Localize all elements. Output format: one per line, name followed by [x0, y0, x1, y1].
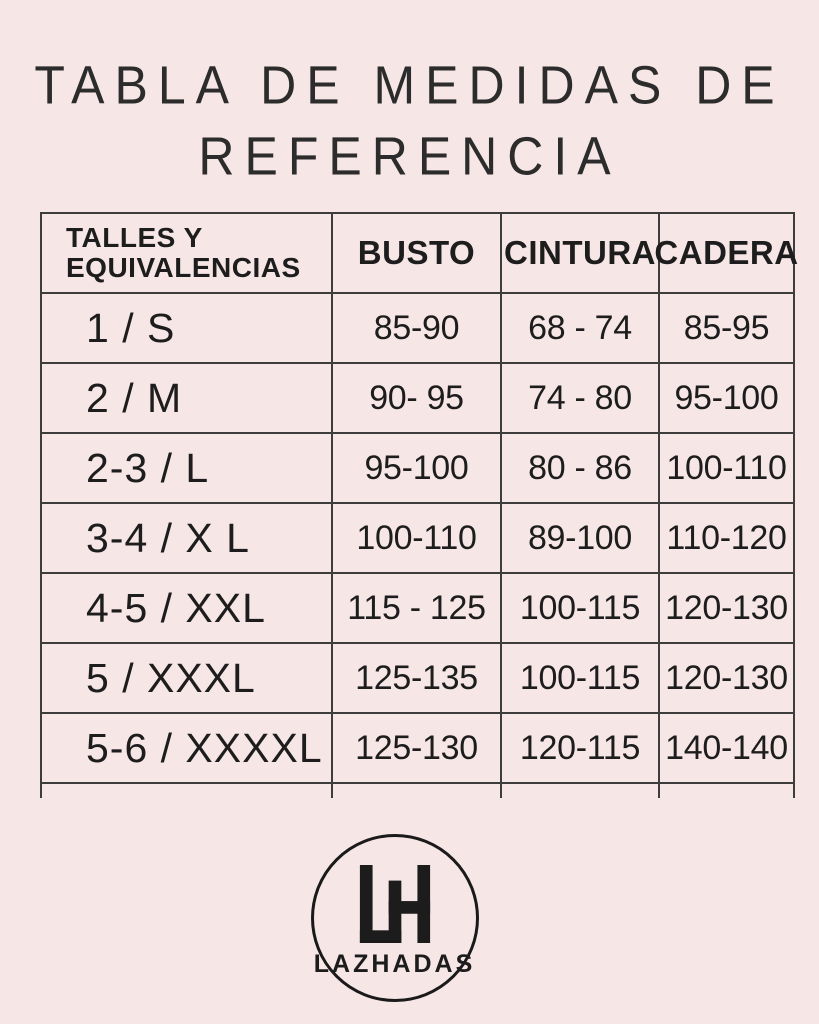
cadera-value: 110-120 — [660, 504, 793, 574]
busto-value: 125-130 — [333, 714, 502, 784]
page-title: TABLA DE MEDIDAS DE REFERENCIA — [0, 50, 819, 192]
stub-cell — [502, 784, 660, 798]
table-bottom-stub — [42, 784, 793, 798]
cadera-value: 120-130 — [660, 574, 793, 644]
table-row: 1 / S 85-90 68 - 74 85-95 — [42, 294, 793, 364]
cadera-value: 85-95 — [660, 294, 793, 364]
cintura-value: 68 - 74 — [502, 294, 660, 364]
size-label: 2-3 / L — [42, 434, 333, 504]
header-talles-line2: EQUIVALENCIAS — [66, 252, 301, 283]
table-row: 2 / M 90- 95 74 - 80 95-100 — [42, 364, 793, 434]
table-row: 3-4 / X L 100-110 89-100 110-120 — [42, 504, 793, 574]
title-line-1: TABLA DE MEDIDAS DE — [34, 54, 785, 116]
size-chart-page: TABLA DE MEDIDAS DE REFERENCIA TALLES Y … — [0, 50, 819, 1002]
cintura-value: 120-115 — [502, 714, 660, 784]
table-row: 2-3 / L 95-100 80 - 86 100-110 — [42, 434, 793, 504]
cadera-value: 120-130 — [660, 644, 793, 714]
cadera-value: 140-140 — [660, 714, 793, 784]
table-header-row: TALLES Y EQUIVALENCIAS BUSTO CINTURA CAD… — [42, 214, 798, 294]
size-label: 4-5 / XXL — [42, 574, 333, 644]
busto-value: 85-90 — [333, 294, 502, 364]
header-talles-equivalencias: TALLES Y EQUIVALENCIAS — [42, 214, 333, 294]
header-busto: BUSTO — [333, 214, 502, 294]
busto-value: 115 - 125 — [333, 574, 502, 644]
header-cintura: CINTURA — [502, 214, 660, 294]
logo-circle: LAZHADAS — [310, 834, 479, 1002]
size-label: 5-6 / XXXXL — [42, 714, 333, 784]
stub-cell — [42, 784, 333, 798]
cadera-value: 100-110 — [660, 434, 793, 504]
size-label: 5 / XXXL — [42, 644, 333, 714]
table-row: 5-6 / XXXXL 125-130 120-115 140-140 — [42, 714, 793, 784]
size-label: 3-4 / X L — [42, 504, 333, 574]
cintura-value: 100-115 — [502, 644, 660, 714]
busto-value: 95-100 — [333, 434, 502, 504]
title-line-2: REFERENCIA — [198, 125, 621, 187]
size-label: 1 / S — [42, 294, 333, 364]
size-label: 2 / M — [42, 364, 333, 434]
cintura-value: 89-100 — [502, 504, 660, 574]
busto-value: 90- 95 — [333, 364, 502, 434]
stub-cell — [660, 784, 793, 798]
header-talles-line1: TALLES Y — [66, 221, 203, 253]
size-reference-table: TALLES Y EQUIVALENCIAS BUSTO CINTURA CAD… — [40, 212, 798, 798]
cintura-value: 74 - 80 — [502, 364, 660, 434]
table-row: 5 / XXXL 125-135 100-115 120-130 — [42, 644, 793, 714]
brand-name: LAZHADAS — [313, 950, 476, 978]
table-body: 1 / S 85-90 68 - 74 85-95 2 / M 90- 95 7… — [42, 294, 793, 784]
table-row: 4-5 / XXL 115 - 125 100-115 120-130 — [42, 574, 793, 644]
header-cadera: CADERA — [654, 214, 798, 294]
cadera-value: 95-100 — [660, 364, 793, 434]
cintura-value: 100-115 — [502, 574, 660, 644]
busto-value: 100-110 — [333, 504, 502, 574]
stub-cell — [333, 784, 502, 798]
lh-monogram-icon — [359, 865, 430, 943]
cintura-value: 80 - 86 — [502, 434, 660, 504]
busto-value: 125-135 — [333, 644, 502, 714]
brand-logo: LAZHADAS — [0, 834, 819, 1002]
